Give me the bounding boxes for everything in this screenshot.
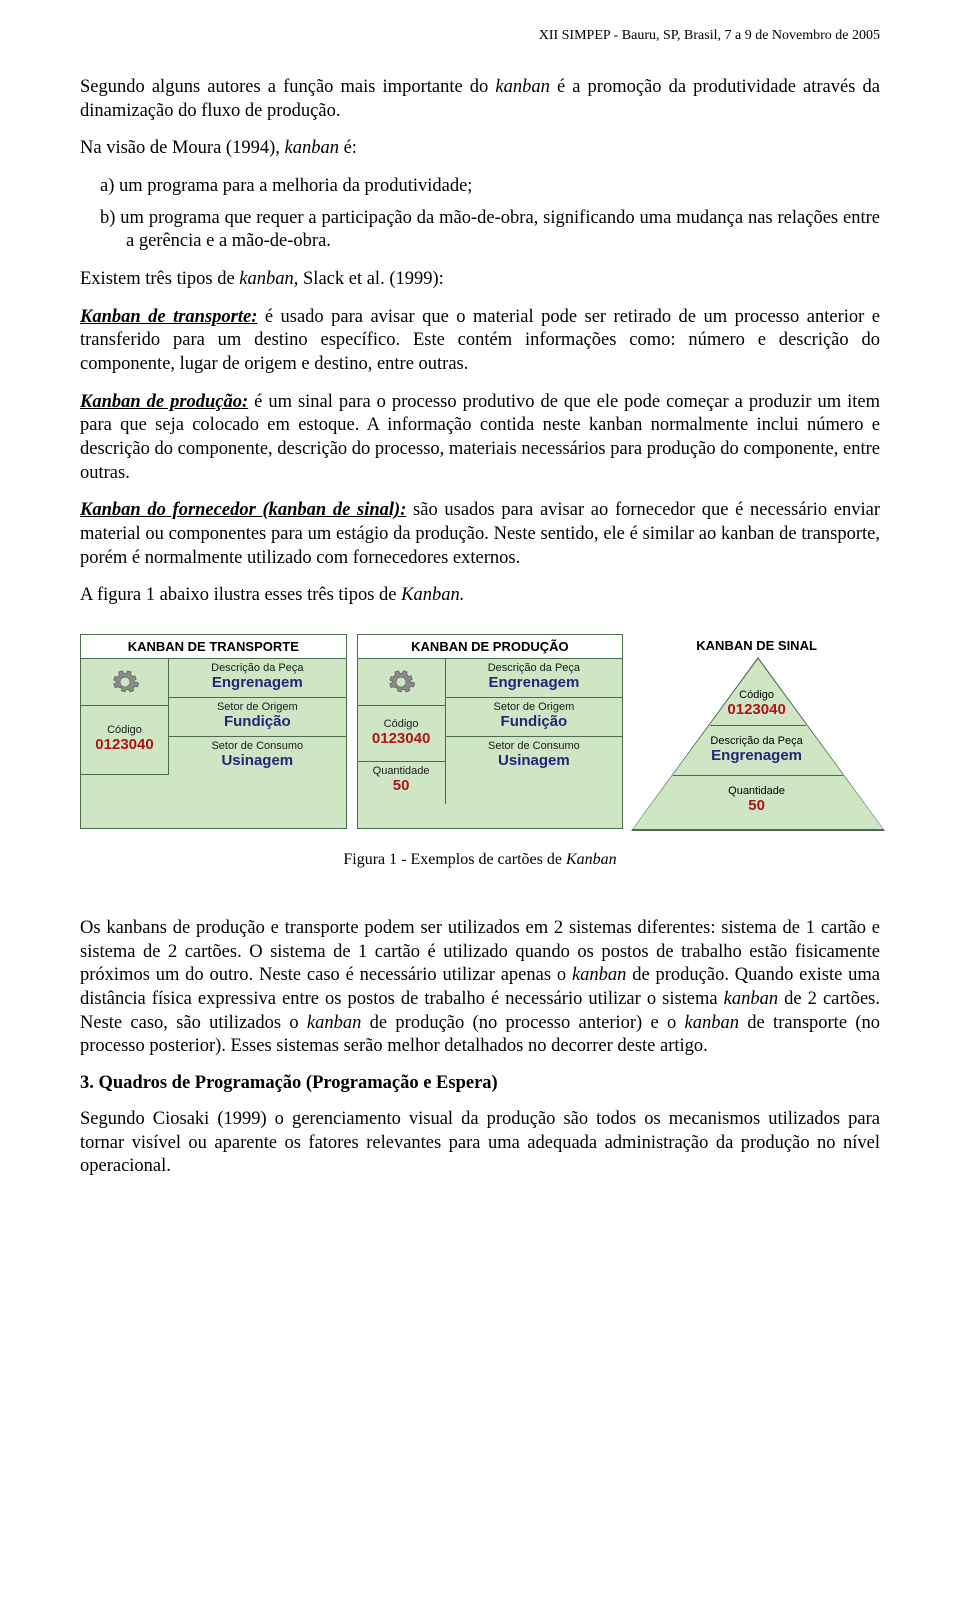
page-header: XII SIMPEP - Bauru, SP, Brasil, 7 a 9 de… — [80, 28, 880, 44]
value: Fundição — [171, 713, 344, 730]
paragraph: Kanban do fornecedor (kanban de sinal): … — [80, 499, 880, 570]
label: Quantidade — [633, 785, 880, 797]
paragraph: Existem três tipos de kanban, Slack et a… — [80, 268, 880, 292]
pyramid-separator — [673, 775, 843, 776]
label: Quantidade — [360, 765, 443, 777]
section-title: 3. Quadros de Programação (Programação e… — [80, 1073, 880, 1094]
value: Usinagem — [171, 752, 344, 769]
paragraph: Segundo alguns autores a função mais imp… — [80, 76, 880, 123]
value: 0123040 — [633, 701, 880, 718]
label: Código — [360, 718, 443, 730]
label: Descrição da Peça — [633, 735, 880, 747]
text: Na visão de Moura (1994), — [80, 138, 284, 158]
label: Setor de Consumo — [171, 740, 344, 752]
text: de produção (no processo anterior) e o — [361, 1013, 684, 1033]
text: é: — [339, 138, 357, 158]
consumer-cell: Setor de Consumo Usinagem — [446, 737, 623, 775]
origin-cell: Setor de Origem Fundição — [446, 698, 623, 737]
paragraph: Os kanbans de produção e transporte pode… — [80, 917, 880, 1059]
value: 50 — [360, 777, 443, 794]
label: Código — [83, 724, 166, 736]
text-italic: Kanban — [566, 851, 617, 868]
text-italic: kanban — [724, 989, 778, 1009]
text-italic: kanban — [685, 1013, 739, 1033]
figure-caption: Figura 1 - Exemplos de cartões de Kanban — [80, 851, 880, 869]
paragraph: Kanban de produção: é um sinal para o pr… — [80, 391, 880, 486]
value: 0123040 — [83, 736, 166, 753]
label: Código — [633, 689, 880, 701]
gear-icon — [386, 667, 416, 697]
kanban-card-producao: KANBAN DE PRODUÇÃO Código 0123040 Quanti… — [357, 634, 624, 829]
value: Engrenagem — [448, 674, 621, 691]
text: Figura 1 - Exemplos de cartões de — [343, 851, 566, 868]
label: Descrição da Peça — [448, 662, 621, 674]
text-italic: kanban — [307, 1013, 361, 1033]
desc-cell: Descrição da Peça Engrenagem — [169, 659, 346, 698]
kanban-type-title: Kanban de produção: — [80, 392, 248, 412]
consumer-cell: Setor de Consumo Usinagem — [169, 737, 346, 775]
text: , Slack et al. (1999): — [294, 269, 444, 289]
text-italic: kanban — [239, 269, 293, 289]
kanban-card-sinal: KANBAN DE SINAL Código 0123040 Descrição… — [633, 634, 880, 829]
paragraph: Na visão de Moura (1994), kanban é: — [80, 137, 880, 161]
origin-cell: Setor de Origem Fundição — [169, 698, 346, 737]
list-item-a: a) um programa para a melhoria da produt… — [80, 175, 880, 199]
code-cell: Código 0123040 — [81, 706, 169, 775]
value: Usinagem — [448, 752, 621, 769]
text-italic: Kanban. — [401, 585, 464, 605]
paragraph: Kanban de transporte: é usado para avisa… — [80, 306, 880, 377]
paragraph: A figura 1 abaixo ilustra esses três tip… — [80, 584, 880, 608]
text-italic: kanban — [495, 77, 549, 97]
code-cell: Código 0123040 — [358, 706, 446, 762]
paragraph: Segundo Ciosaki (1999) o gerenciamento v… — [80, 1108, 880, 1179]
gear-icon-cell — [81, 659, 169, 706]
pyramid-band-qty: Quantidade 50 — [633, 785, 880, 814]
label: Setor de Origem — [171, 701, 344, 713]
value: Engrenagem — [171, 674, 344, 691]
desc-cell: Descrição da Peça Engrenagem — [446, 659, 623, 698]
text: A figura 1 abaixo ilustra esses três tip… — [80, 585, 401, 605]
value: 50 — [633, 797, 880, 814]
card-title: KANBAN DE TRANSPORTE — [81, 635, 346, 659]
qty-cell: Quantidade 50 — [358, 762, 446, 804]
label: Descrição da Peça — [171, 662, 344, 674]
list-item-b: b) um programa que requer a participação… — [80, 207, 880, 254]
pyramid-band-desc: Descrição da Peça Engrenagem — [633, 735, 880, 764]
kanban-type-title: Kanban de transporte: — [80, 307, 257, 327]
pyramid-band-code: Código 0123040 — [633, 689, 880, 718]
label: Setor de Consumo — [448, 740, 621, 752]
kanban-card-transporte: KANBAN DE TRANSPORTE Código 0123040 Desc… — [80, 634, 347, 829]
pyramid-separator — [710, 725, 806, 726]
text: Segundo alguns autores a função mais imp… — [80, 77, 495, 97]
gear-icon-cell — [358, 659, 446, 706]
label: Setor de Origem — [448, 701, 621, 713]
kanban-type-title: Kanban do fornecedor (kanban de sinal): — [80, 500, 406, 520]
text-italic: kanban — [572, 965, 626, 985]
value: Fundição — [448, 713, 621, 730]
card-title: KANBAN DE SINAL — [633, 634, 880, 659]
value: Engrenagem — [633, 747, 880, 764]
text-italic: kanban — [284, 138, 338, 158]
gear-icon — [110, 667, 140, 697]
text: Existem três tipos de — [80, 269, 239, 289]
value: 0123040 — [360, 730, 443, 747]
card-title: KANBAN DE PRODUÇÃO — [358, 635, 623, 659]
figure-kanban-cards: KANBAN DE TRANSPORTE Código 0123040 Desc… — [80, 634, 880, 829]
